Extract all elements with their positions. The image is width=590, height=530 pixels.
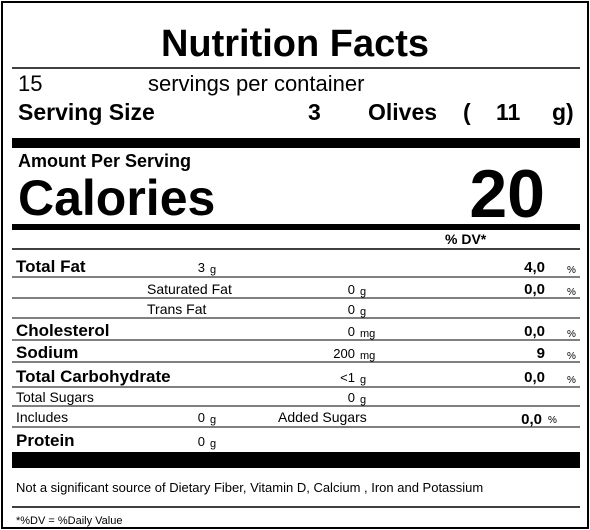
nutrient-name: Includes <box>16 409 68 425</box>
nutrient-pct: % <box>548 415 557 426</box>
nutrient-dv: 0,0 <box>521 411 542 428</box>
nutrient-dv: 0,0 <box>524 369 545 386</box>
nutrient-dv: 9 <box>537 345 545 362</box>
calories-value: 20 <box>469 156 545 232</box>
footnote: Not a significant source of Dietary Fibe… <box>16 480 483 495</box>
nutrient-rows: Total Fat 3 g 4,0 %Saturated Fat 0 g 0,0 %Trans … <box>12 257 580 450</box>
nutrient-unit: g <box>360 374 366 386</box>
nutrient-amount: 0 <box>198 410 205 425</box>
nutrient-name: Total Sugars <box>16 389 94 405</box>
nutrient-pct: % <box>567 265 576 276</box>
nutrient-dv: 0,0 <box>524 281 545 298</box>
dv-note: *%DV = %Daily Value <box>16 515 122 527</box>
servings: 15 <box>18 71 42 96</box>
amount-per-serving: Amount Per Serving <box>18 151 191 171</box>
nutrient-pct: % <box>567 287 576 298</box>
nutrient-unit: mg <box>360 328 375 340</box>
nutrient-dv: 0,0 <box>524 323 545 340</box>
nutrient-amount: 3 <box>198 260 205 275</box>
nutrient-name: Sodium <box>16 343 78 362</box>
thick-bar <box>12 452 580 468</box>
nutrient-name: Trans Fat <box>147 301 206 317</box>
nutrient-pct: % <box>567 375 576 386</box>
serving-size-label: Serving Size <box>18 99 155 125</box>
serving-unit: Olives <box>368 99 437 125</box>
nutrient-amount: 0 <box>348 282 355 297</box>
servings-label: servings per container <box>148 71 364 96</box>
nutrient-unit: g <box>360 306 366 318</box>
nutrient-unit: g <box>360 286 366 298</box>
nutrient-unit: g <box>210 414 216 426</box>
serving-weight: 11 <box>496 99 521 125</box>
nutrient-amount: 0 <box>198 434 205 449</box>
thick-bar <box>12 138 580 148</box>
paren: ( <box>463 99 471 125</box>
nutrient-extra: Added Sugars <box>278 409 367 425</box>
nutrient-name: Total Fat <box>16 257 86 276</box>
serving-weight-unit: g) <box>552 99 574 125</box>
nutrient-name: Protein <box>16 431 75 450</box>
nutrient-amount: 0 <box>348 324 355 339</box>
nutrient-name: Saturated Fat <box>147 281 232 297</box>
nutrient-unit: g <box>210 438 216 450</box>
nutrient-unit: g <box>210 264 216 276</box>
nutrient-amount: 0 <box>348 302 355 317</box>
nutrient-name: Cholesterol <box>16 321 110 340</box>
medium-bar <box>12 224 580 230</box>
nutrient-pct: % <box>567 329 576 340</box>
title: Nutrition Facts <box>161 23 429 65</box>
calories-label: Calories <box>18 170 215 226</box>
nutrient-name: Total Carbohydrate <box>16 367 171 386</box>
nutrient-pct: % <box>567 351 576 362</box>
nutrient-unit: mg <box>360 350 375 362</box>
nutrient-amount: <1 <box>340 370 355 385</box>
serving-amount: 3 <box>308 99 321 125</box>
nutrient-dv: 4,0 <box>524 259 545 276</box>
nutrient-amount: 0 <box>348 390 355 405</box>
nutrient-unit: g <box>360 394 366 406</box>
nutrient-amount: 200 <box>333 346 355 361</box>
dv-header: % DV* <box>445 231 487 247</box>
